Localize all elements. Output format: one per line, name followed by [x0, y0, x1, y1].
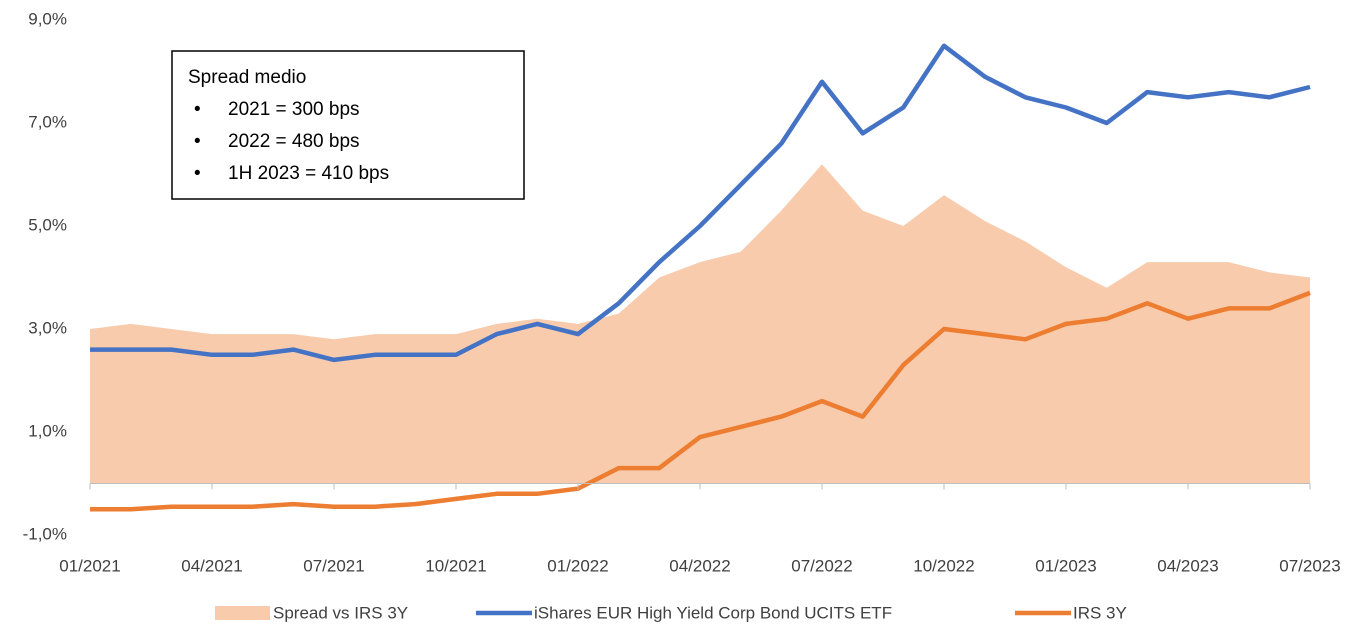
plot: 01/2021 04/2021 07/2021 10/2021 01/2022 04/20…: [23, 9, 1341, 622]
legend-swatch: [215, 606, 270, 620]
y-tick-label: 7,0%: [28, 112, 67, 131]
x-tick-label: 10/2021: [425, 556, 486, 575]
line: [90, 43, 1311, 363]
y-tick-label: 9,0%: [28, 9, 67, 28]
y-tick-label: 1,0%: [28, 421, 67, 440]
annotation-item: 2022 = 480 bps: [228, 131, 360, 152]
x-tick-label: 04/2023: [1157, 556, 1218, 575]
y-tick-label: -1,0%: [23, 524, 67, 543]
x-tick-label: 10/2022: [913, 556, 974, 575]
x-tick-label: 04/2022: [669, 556, 730, 575]
area: [90, 164, 1310, 484]
bullet: •: [194, 131, 201, 152]
line: [90, 290, 1311, 512]
bullet: •: [194, 99, 201, 120]
x-tick-label: 01/2023: [1035, 556, 1096, 575]
y-tick-label: 5,0%: [28, 215, 67, 234]
x-tick-label: 01/2022: [547, 556, 608, 575]
annotation-box: Spread medio • 2021 = 300 bps • 2022 = 4…: [171, 50, 525, 200]
x-tick-label: 07/2023: [1279, 556, 1340, 575]
annotation-title: Spread medio: [188, 67, 306, 88]
x-tick-label: 01/2021: [59, 556, 120, 575]
legend-label: Spread vs IRS 3Y: [273, 603, 408, 622]
annotation-item: 2021 = 300 bps: [228, 99, 360, 120]
x-tick-label: 04/2021: [181, 556, 242, 575]
y-tick-label: 3,0%: [28, 318, 67, 337]
bullet: •: [194, 163, 201, 184]
annotation-frame: [171, 50, 525, 200]
legend-label: iShares EUR High Yield Corp Bond UCITS E…: [534, 603, 892, 622]
annotation-item: 1H 2023 = 410 bps: [228, 163, 389, 184]
legend-label: IRS 3Y: [1073, 603, 1127, 622]
x-tick-label: 07/2021: [303, 556, 364, 575]
x-tick-label: 07/2022: [791, 556, 852, 575]
